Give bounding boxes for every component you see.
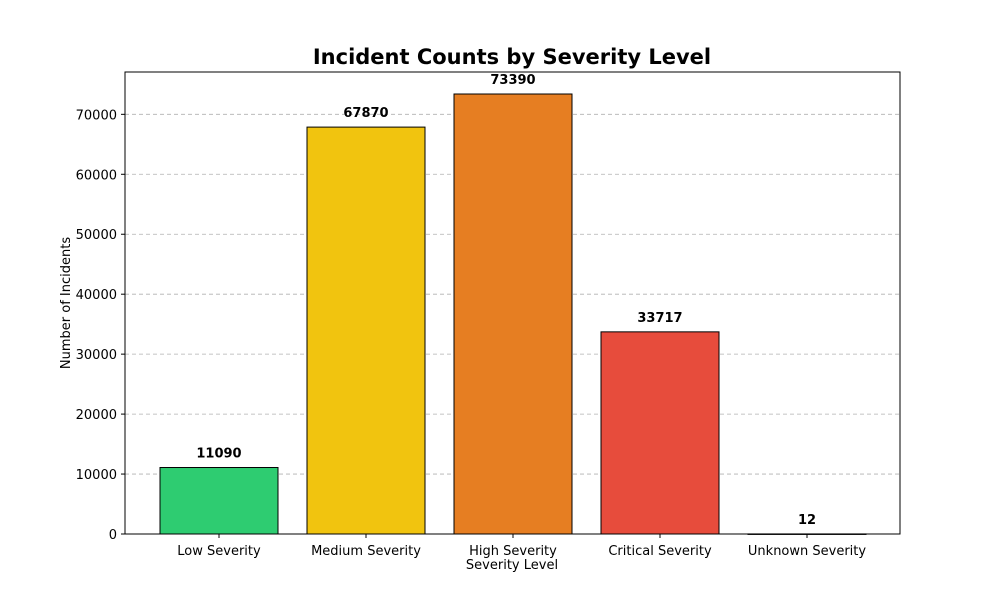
chart-title: Incident Counts by Severity Level bbox=[313, 45, 711, 69]
x-axis-label: Severity Level bbox=[466, 558, 558, 573]
x-tick-label: Critical Severity bbox=[608, 544, 712, 559]
y-tick-label: 30000 bbox=[76, 348, 117, 363]
bar-high-severity bbox=[453, 93, 573, 535]
data-label: 12 bbox=[798, 513, 816, 528]
data-labels: 11090 67870 73390 33717 12 bbox=[196, 73, 816, 528]
bar-medium-severity bbox=[306, 126, 426, 535]
y-tick-label: 50000 bbox=[76, 228, 117, 243]
y-tick-label: 10000 bbox=[76, 468, 117, 483]
data-label: 67870 bbox=[343, 106, 388, 121]
y-axis-label: Number of Incidents bbox=[59, 237, 74, 369]
y-tick-label: 0 bbox=[109, 528, 117, 543]
bar-critical-severity bbox=[600, 331, 720, 535]
bars bbox=[159, 93, 867, 535]
x-tick-label: High Severity bbox=[469, 544, 557, 559]
bar-low-severity bbox=[159, 467, 279, 535]
y-tick-label: 40000 bbox=[76, 288, 117, 303]
y-tick-label: 20000 bbox=[76, 408, 117, 423]
x-tick-label: Medium Severity bbox=[311, 544, 421, 559]
y-tick-label: 70000 bbox=[76, 108, 117, 123]
data-label: 73390 bbox=[490, 73, 535, 88]
x-tick-label: Unknown Severity bbox=[748, 544, 866, 559]
y-tick-label: 60000 bbox=[76, 168, 117, 183]
x-axis-ticks: Low Severity Medium Severity High Severity… bbox=[177, 534, 866, 559]
data-label: 33717 bbox=[637, 311, 682, 326]
y-axis-ticks: 0 10000 20000 30000 40000 50000 60000 70000 bbox=[76, 108, 125, 543]
data-label: 11090 bbox=[196, 447, 241, 462]
x-tick-label: Low Severity bbox=[177, 544, 261, 559]
